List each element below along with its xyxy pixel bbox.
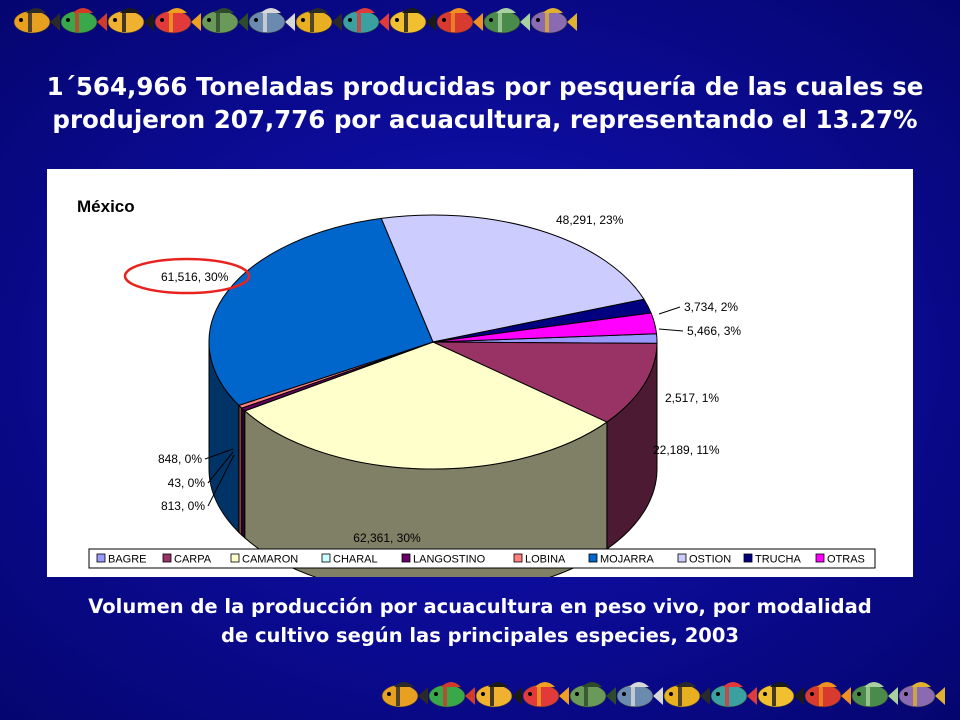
fish-icon: [710, 682, 757, 708]
data-label-camaron: 62,361, 30%: [353, 531, 421, 545]
legend-swatch-trucha: [743, 553, 753, 563]
legend-swatch-ostion: [677, 553, 687, 563]
data-label-ostion: 48,291, 23%: [556, 213, 624, 227]
leader-line-trucha: [658, 306, 681, 315]
legend-entry-langostino: LANGOSTINO: [413, 554, 486, 566]
pie-slice-otras: [432, 312, 658, 343]
legend-entry-camaron: CAMARON: [242, 554, 298, 566]
fish-banner-top: [10, 2, 580, 44]
slide-title-line-2: produjeron 207,776 por acuacultura, repr…: [52, 105, 918, 134]
leader-line-langostino: [207, 454, 235, 507]
legend-swatch-otras: [815, 553, 825, 563]
slide-title: 1´564,966 Toneladas producidas por pesqu…: [40, 70, 930, 136]
pie-slice-carpa: [432, 341, 658, 423]
highlight-ring: [123, 257, 251, 295]
data-label-otras: 5,466, 3%: [687, 324, 741, 338]
legend-swatch-charal: [321, 553, 331, 563]
legend-swatch-bagre: [96, 553, 106, 563]
fish-icon: [201, 8, 248, 34]
chart-title: México: [77, 197, 135, 216]
pie-chart: México 2,517, 1% 22,189, 11% 62,361, 30% 43…: [77, 197, 876, 577]
fish-icon: [13, 8, 60, 34]
slide-caption: Volumen de la producción por acuacultura…: [20, 592, 940, 650]
fish-icon: [60, 8, 107, 34]
legend-entry-ostion: OSTION: [689, 554, 731, 566]
pie-sides: [208, 341, 658, 577]
fish-icon: [804, 682, 851, 708]
fish-icon: [530, 8, 577, 34]
slide-caption-line-1: Volumen de la producción por acuacultura…: [88, 595, 872, 618]
fish-icon: [569, 682, 616, 708]
legend-swatch-langostino: [401, 553, 411, 563]
fish-icon: [381, 682, 428, 708]
leader-line-charal: [207, 451, 234, 484]
pie-slice-ostion: [380, 214, 645, 343]
data-label-lobina: 848, 0%: [158, 452, 202, 466]
tropical-fish-banner-icon: [381, 682, 945, 708]
data-label-charal: 43, 0%: [168, 476, 206, 490]
legend-entry-bagre: BAGRE: [108, 554, 147, 566]
fish-icon: [342, 8, 389, 34]
fish-icon: [436, 8, 483, 34]
pie-chart-panel: México 2,517, 1% 22,189, 11% 62,361, 30% 43…: [47, 169, 913, 577]
fish-icon: [522, 682, 569, 708]
legend-swatch-carpa: [162, 553, 172, 563]
fish-icon: [616, 682, 663, 708]
leader-line-otras: [658, 328, 684, 332]
fish-icon: [248, 8, 295, 34]
data-label-langostino: 813, 0%: [161, 499, 205, 513]
pie-slice-mojarra: [208, 217, 434, 406]
legend-swatch-camaron: [230, 553, 240, 563]
fish-icon: [757, 682, 804, 708]
fish-icon: [851, 682, 898, 708]
chart-legend: BAGRE CARPA CAMARON CHARAL LANGOSTINO LOBINA M…: [88, 548, 876, 569]
slide-title-line-1: 1´564,966 Toneladas producidas por pesqu…: [46, 72, 924, 101]
legend-entry-charal: CHARAL: [333, 554, 378, 566]
legend-entry-mojarra: MOJARRA: [600, 554, 654, 566]
highlight-ellipse: [123, 257, 251, 295]
leader-line-lobina: [204, 448, 234, 460]
data-label-bagre: 2,517, 1%: [665, 391, 719, 405]
fish-icon: [483, 8, 530, 34]
pie-slice-camaron: [243, 341, 608, 470]
fish-banner-bottom: [378, 676, 953, 718]
fish-icon: [475, 682, 522, 708]
fish-icon: [154, 8, 201, 34]
data-label-mojarra: 61,516, 30%: [161, 270, 229, 284]
legend-swatch-lobina: [513, 553, 523, 563]
tropical-fish-banner-icon: [13, 8, 577, 34]
fish-icon: [107, 8, 154, 34]
legend-entry-trucha: TRUCHA: [755, 554, 801, 566]
slide-caption-line-2: de cultivo según las principales especie…: [221, 624, 739, 647]
pie-top-faces: [208, 214, 658, 470]
legend-swatch-mojarra: [588, 553, 598, 563]
legend-entry-lobina: LOBINA: [525, 554, 566, 566]
fish-icon: [663, 682, 710, 708]
data-label-trucha: 3,734, 2%: [684, 300, 738, 314]
pie-data-labels: 2,517, 1% 22,189, 11% 62,361, 30% 43, 0% 813…: [158, 213, 741, 545]
fish-icon: [428, 682, 475, 708]
legend-entry-carpa: CARPA: [174, 554, 212, 566]
data-label-carpa: 22,189, 11%: [653, 443, 720, 457]
fish-icon: [898, 682, 945, 708]
fish-icon: [295, 8, 342, 34]
legend-entry-otras: OTRAS: [827, 554, 865, 566]
fish-icon: [389, 8, 436, 34]
